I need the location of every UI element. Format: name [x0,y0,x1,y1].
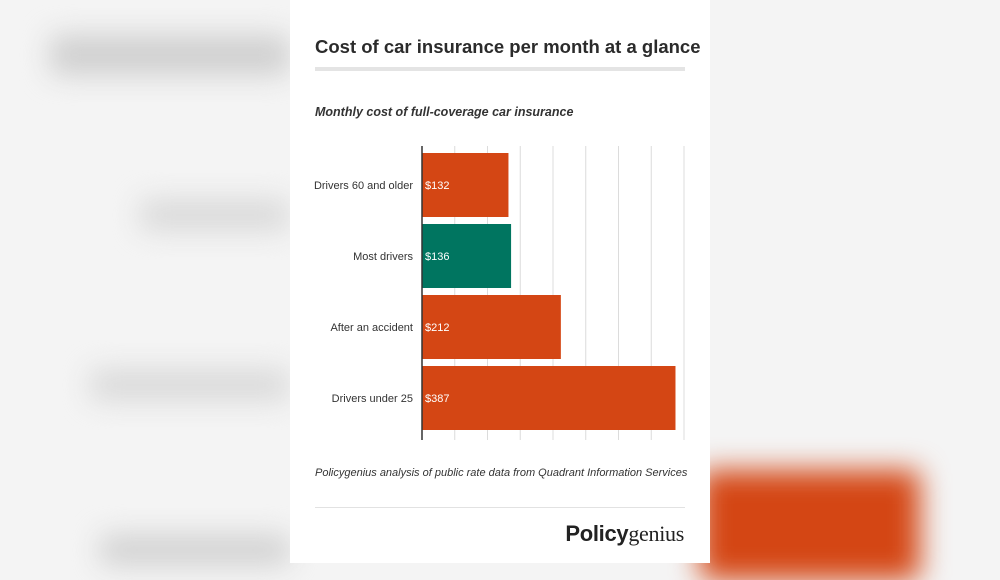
data-label: $132 [425,180,449,192]
background-blur [50,35,290,75]
title-divider [315,67,685,71]
bar [422,366,676,430]
data-label: $136 [425,251,449,263]
background-blur [100,535,290,565]
bar [422,224,512,288]
policygenius-logo: Policygenius [565,521,684,546]
data-label: $387 [425,393,449,405]
background-blur [700,470,920,580]
bar [422,153,509,217]
chart-subtitle: Monthly cost of full-coverage car insura… [315,105,574,119]
bar [422,295,561,359]
category-label: After an accident [330,322,413,334]
chart-title: Cost of car insurance per month at a gla… [315,36,701,57]
background-blur [140,200,290,230]
data-label: $212 [425,322,449,334]
category-label: Most drivers [353,251,413,263]
source-note: Policygenius analysis of public rate dat… [315,467,688,479]
category-label: Drivers 60 and older [314,180,413,192]
footer-divider [315,507,685,508]
category-label: Drivers under 25 [332,393,413,405]
background-blur [90,370,290,400]
chart-card: Cost of car insurance per month at a gla… [290,0,710,563]
bar-chart: $132 Drivers 60 and older $136 Most drivers… [314,146,685,440]
